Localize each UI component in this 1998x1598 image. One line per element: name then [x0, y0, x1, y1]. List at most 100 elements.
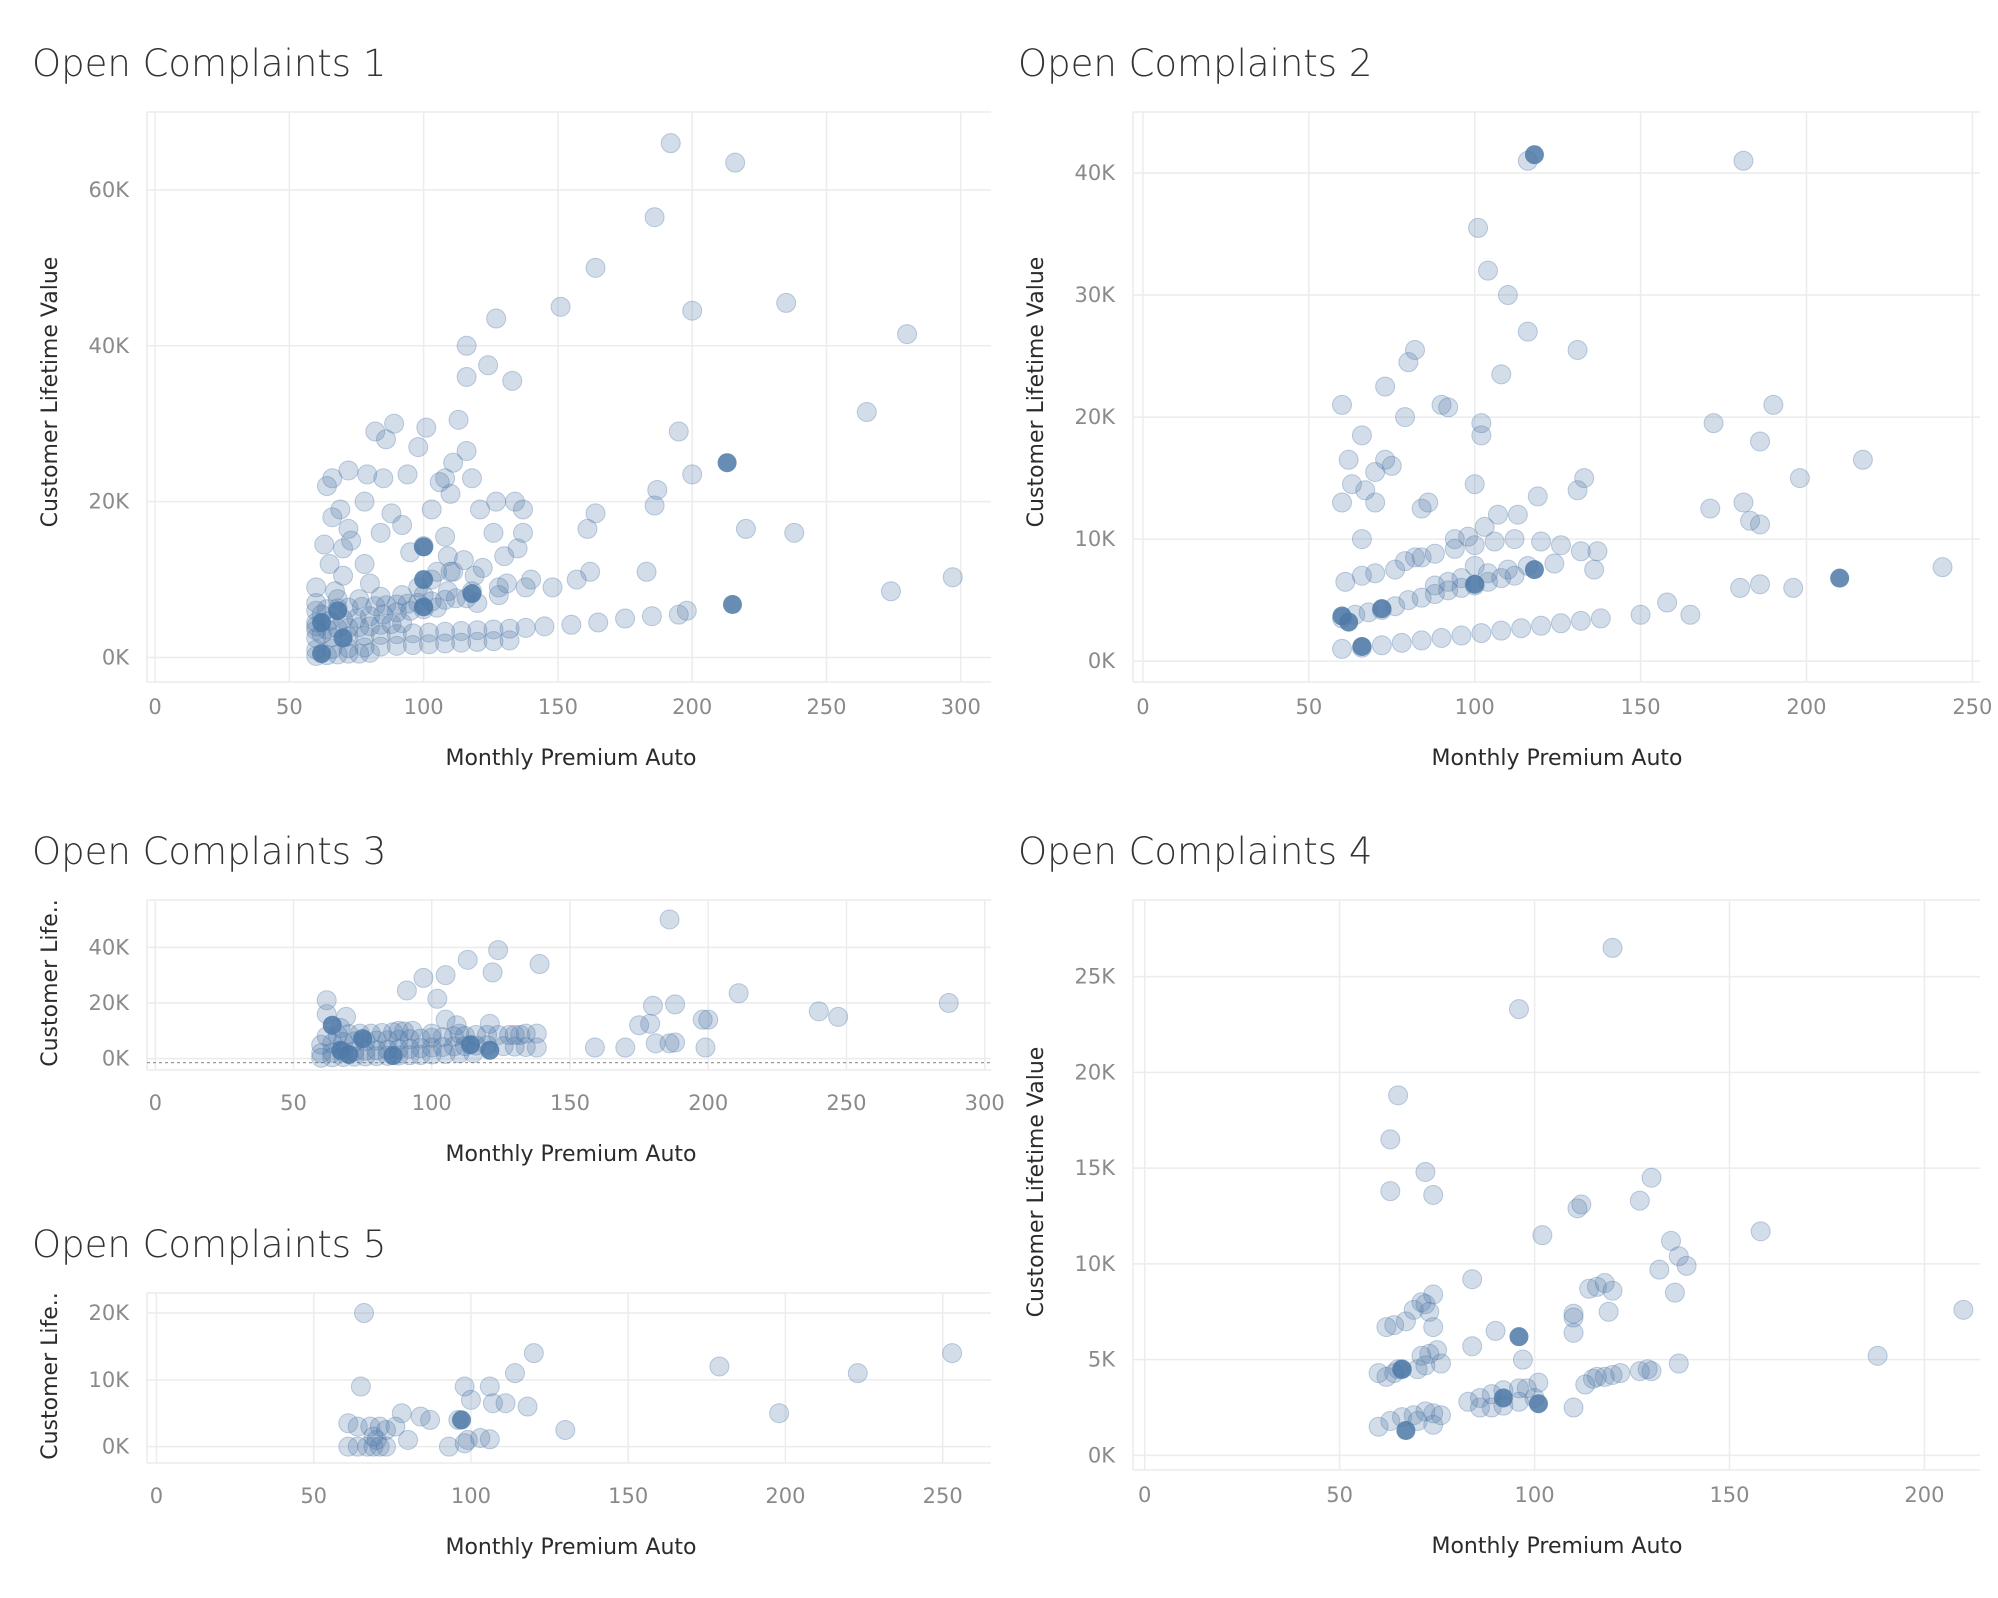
scatter-point: [1527, 486, 1548, 507]
scatter-point: [385, 1416, 406, 1437]
scatter-point: [1419, 1301, 1440, 1322]
scatter-point: [1395, 1311, 1416, 1332]
scatter-point: [306, 592, 327, 613]
scatter-point: [1750, 574, 1771, 595]
scatter-point: [1376, 1317, 1397, 1338]
scatter-point: [523, 1343, 544, 1364]
scatter-point: [1504, 529, 1525, 550]
scatter-point: [1471, 623, 1492, 644]
scatter-point: [615, 1037, 636, 1058]
scatter-point: [338, 518, 359, 539]
scatter-point: [365, 596, 386, 617]
scatter-point: [341, 530, 362, 551]
scatter-point-dense: [414, 570, 434, 590]
x-tick-label: 0: [1138, 1483, 1151, 1507]
scatter-point: [338, 1436, 359, 1457]
scatter-point: [394, 1021, 415, 1042]
scatter-point: [421, 1023, 442, 1044]
scatter-point: [421, 499, 442, 520]
y-tick-label: 0K: [102, 1435, 130, 1459]
scatter-point: [1427, 1340, 1448, 1361]
scatter-point: [311, 1034, 332, 1055]
scatter-point: [376, 1436, 397, 1457]
scatter-point: [636, 561, 657, 582]
scatter-point: [1423, 1284, 1444, 1305]
scatter-point: [322, 468, 343, 489]
scatter-point: [354, 637, 375, 658]
scatter-point: [457, 1429, 478, 1450]
scatter-point: [1430, 1405, 1451, 1426]
scatter-point-dense: [414, 597, 434, 617]
scatter-point: [370, 522, 391, 543]
scatter-point: [435, 633, 456, 654]
scatter-point: [1365, 492, 1386, 513]
scatter-point: [1532, 1225, 1553, 1246]
y-axis-title: Customer Lifetime Value: [1024, 1047, 1049, 1318]
scatter-point: [325, 581, 345, 602]
scatter-point: [1462, 1336, 1483, 1357]
scatter-point: [1423, 1184, 1444, 1205]
scatter-point: [457, 949, 478, 970]
scatter-point-dense: [1528, 1394, 1548, 1414]
scatter-point: [370, 614, 391, 635]
scatter-point: [460, 1389, 481, 1410]
scatter-point-dense: [1524, 560, 1544, 580]
scatter-point: [357, 1436, 378, 1457]
scatter-point: [1629, 1190, 1650, 1211]
scatter-point: [399, 1038, 420, 1059]
scatter-point: [357, 464, 378, 485]
scatter-point: [1376, 1366, 1397, 1387]
scatter-point: [1411, 498, 1432, 519]
scatter-point: [432, 1027, 453, 1048]
scatter-point: [386, 635, 407, 656]
scatter-point: [495, 1393, 516, 1414]
y-tick-label: 15K: [1075, 1156, 1117, 1180]
scatter-point: [1451, 625, 1472, 646]
scatter-point: [1424, 584, 1445, 605]
scatter-point: [416, 417, 437, 438]
scatter-point-dense: [1339, 612, 1359, 632]
x-tick-label: 0: [1136, 695, 1149, 719]
scatter-point: [515, 1036, 536, 1057]
scatter-point: [1423, 1414, 1444, 1435]
scatter-point: [359, 606, 380, 627]
scatter-point: [1405, 547, 1425, 568]
scatter-point: [1385, 559, 1406, 580]
x-axis-title: Monthly Premium Auto: [445, 1535, 696, 1560]
scatter-point: [351, 596, 372, 617]
scatter-point: [709, 1356, 730, 1377]
scatter-point: [880, 581, 901, 602]
scatter-point: [338, 1413, 359, 1434]
scatter-point: [660, 133, 681, 154]
scatter-point: [381, 614, 402, 635]
scatter-point: [319, 554, 340, 574]
scatter-point: [311, 1047, 332, 1068]
scatter-point: [1458, 1391, 1479, 1412]
scatter-point: [550, 296, 571, 317]
x-tick-label: 0: [148, 695, 161, 719]
scatter-point: [456, 441, 477, 461]
x-tick-label: 100: [1455, 695, 1495, 719]
scatter-point: [1431, 627, 1452, 648]
chart-panel-1: Open Complaints 1 0K 20K 40K 60K 0 50 100 150 20…: [32, 42, 1000, 782]
scatter-point: [1469, 1397, 1490, 1418]
scatter-point: [1602, 1280, 1623, 1301]
scatter-point: [1657, 592, 1678, 613]
scatter-point: [644, 495, 665, 516]
scatter-point-dense: [1509, 1327, 1529, 1347]
scatter-point: [1629, 1361, 1650, 1382]
scatter-point: [1355, 480, 1376, 501]
scatter-point: [420, 1409, 441, 1430]
scatter-point: [1700, 498, 1721, 519]
y-tick-label: 10K: [1075, 1252, 1117, 1276]
scatter-point: [1415, 1294, 1436, 1315]
scatter-point: [438, 1436, 459, 1457]
scatter-point: [488, 577, 509, 598]
y-tick-label: 20K: [89, 1301, 131, 1325]
scatter-point: [366, 1429, 387, 1450]
scatter-point: [1491, 620, 1512, 641]
scatter-point: [698, 1009, 719, 1030]
scatter-point: [1444, 538, 1465, 559]
scatter-point: [435, 526, 456, 547]
scatter-point: [1508, 999, 1529, 1020]
